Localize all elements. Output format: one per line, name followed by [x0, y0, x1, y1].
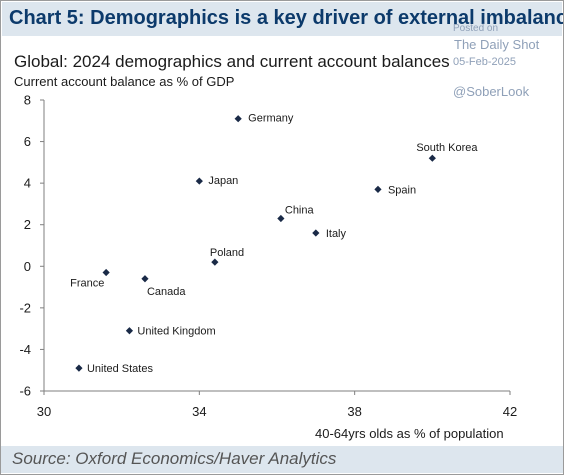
chart-title: Chart 5: Demographics is a key driver of…	[9, 7, 564, 29]
title-band	[2, 2, 562, 36]
data-point-label: South Korea	[416, 142, 478, 154]
data-point	[102, 268, 110, 277]
data-point	[195, 177, 203, 185]
x-tick-label: 34	[192, 404, 206, 419]
data-point	[428, 154, 436, 162]
x-tick-label: 38	[347, 404, 361, 419]
y-tick-label: 2	[24, 217, 31, 232]
data-point-label: Spain	[388, 184, 416, 196]
data-point-label: Japan	[208, 175, 238, 187]
watermark-date: 05-Feb-2025	[453, 56, 516, 68]
x-axis-label: 40-64yrs olds as % of population	[315, 426, 504, 441]
data-point	[374, 185, 382, 193]
data-point-label: Germany	[248, 113, 294, 125]
y-tick-label: -6	[19, 384, 31, 399]
x-tick-label: 30	[37, 404, 51, 419]
watermark-site: The Daily Shot	[454, 37, 540, 52]
source-band: Source: Oxford Economics/Haver Analytics	[1, 446, 563, 473]
data-point-label: Canada	[147, 286, 186, 298]
chart-subtitle: Global: 2024 demographics and current ac…	[14, 52, 450, 71]
data-point	[211, 258, 219, 266]
data-point	[312, 229, 320, 237]
data-point-label: United States	[87, 363, 154, 375]
data-point	[141, 275, 149, 283]
data-point-label: United Kingdom	[137, 326, 215, 338]
watermark-posted: Posted on	[453, 23, 499, 34]
y-tick-label: 0	[24, 259, 31, 274]
y-tick-label: 6	[24, 134, 31, 149]
data-point-label: Poland	[210, 247, 244, 259]
data-point	[125, 327, 134, 335]
x-tick-label: 42	[503, 404, 517, 419]
data-point	[234, 115, 242, 123]
data-point	[75, 364, 83, 372]
data-point-label: China	[285, 204, 315, 216]
y-tick-label: -2	[19, 300, 31, 315]
watermark-handle: @SoberLook	[453, 84, 530, 99]
data-point-label: France	[70, 278, 104, 290]
y-tick-label: 4	[24, 176, 31, 191]
y-tick-label: -4	[19, 342, 31, 357]
source-note: Source: Oxford Economics/Haver Analytics	[12, 449, 337, 468]
y-axis-label: Current account balance as % of GDP	[14, 74, 235, 89]
data-point-label: Italy	[326, 228, 347, 240]
data-point	[277, 214, 285, 223]
y-tick-label: 8	[24, 93, 31, 108]
